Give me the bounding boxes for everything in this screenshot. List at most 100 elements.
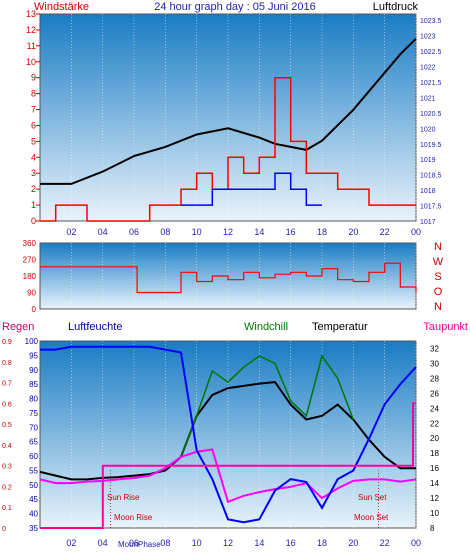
wind-axis-tick-label: 10 [26,57,36,67]
wind-axis-tick-label: 5 [31,136,36,146]
direction-axis-tick-label: 0 [32,305,37,314]
rain-axis-tick-label: 0.4 [2,443,12,450]
temperature-axis-tick-label: 28 [430,374,439,383]
temperature-axis-tick-label: 20 [430,434,439,443]
compass-label: O [434,286,443,298]
rain-axis-tick-label: 0.1 [2,505,12,512]
compass-label: S [434,271,441,283]
temperature-axis-tick-label: 26 [430,389,439,398]
wind-direction-line [40,262,417,294]
panel3-x-tick-label: 16 [286,538,296,548]
chart-marks: 01234567891011121310171017.510181018.510… [2,9,444,548]
panel1-x-tick-label: 22 [380,227,390,237]
humidity-axis-tick-label: 80 [29,395,38,404]
rain-axis-tick-label: 0.6 [2,401,12,408]
humidity-axis-tick-label: 40 [29,510,38,519]
regen-label: Regen [2,321,34,333]
humidity-axis-tick-label: 85 [29,380,38,389]
humidity-axis-tick-label: 100 [25,337,39,346]
wind-axis-tick-label: 0 [31,216,36,226]
direction-axis-tick-label: 270 [23,256,37,265]
panel3-x-tick-label: 12 [223,538,233,548]
rain-axis-tick-label: 0 [2,526,6,533]
pressure-axis-tick-label: 1023 [420,34,436,41]
chart-title: 24 hour graph day : 05 Juni 2016 [154,1,315,13]
panel1-x-tick-label: 18 [317,227,327,237]
humidity-axis-tick-label: 50 [29,481,38,490]
compass-label: N [434,241,442,253]
wind-line [40,76,416,222]
pressure-axis-tick-label: 1023.5 [420,18,442,25]
humidity-axis-tick-label: 35 [29,524,38,533]
panel1-x-tick-label: 02 [66,227,76,237]
pressure-axis-tick-label: 1021 [420,95,436,102]
pressure-line [40,37,417,185]
humidity-axis-tick-label: 75 [29,409,38,418]
wind-axis-tick-label: 8 [31,89,36,99]
rain-line [40,402,416,529]
pressure-axis-tick-label: 1020.5 [420,111,442,118]
moon-rise-label: Moon Rise [114,513,153,522]
gust-line [181,172,322,206]
pressure-axis-tick-label: 1017.5 [420,204,442,211]
compass-label: N [434,301,442,313]
pressure-axis-tick-label: 1022.5 [420,49,442,56]
pressure-axis-tick-label: 1022 [420,65,436,72]
rain-axis-tick-label: 0.5 [2,422,12,429]
pressure-axis-tick-label: 1018 [420,188,436,195]
rain-axis-tick-label: 0.8 [2,360,12,367]
temperature-axis-tick-label: 22 [430,419,439,428]
panel3-x-tick-label: 10 [192,538,202,548]
windchill-line [180,354,355,458]
humidity-axis-tick-label: 55 [29,466,38,475]
temperature-axis-tick-label: 12 [430,494,439,503]
wind-axis-tick-label: 1 [31,200,36,210]
wind-axis-tick-label: 4 [31,152,36,162]
panel3-x-tick-label: 02 [66,538,76,548]
rain-axis-tick-label: 0.9 [2,339,12,346]
direction-axis-tick-label: 180 [23,272,37,281]
pressure-axis-tick-label: 1019.5 [420,142,442,149]
panel1-x-tick-label: 08 [160,227,170,237]
humidity-axis-tick-label: 60 [29,452,38,461]
moon-set-label: Moon Set [354,513,389,522]
rain-axis-tick-label: 0.2 [2,484,12,491]
pressure-axis-tick-label: 1020 [420,126,436,133]
direction-axis-tick-label: 360 [23,239,37,248]
humidity-axis-tick-label: 70 [29,423,38,432]
moon-phase-label: MoonPhase [118,540,161,549]
panel1-x-tick-label: 10 [192,227,202,237]
wind-axis-tick-label: 2 [31,184,36,194]
rain-axis-tick-label: 0.7 [2,381,12,388]
panel3-x-tick-label: 06 [129,538,139,548]
humidity-axis-tick-label: 65 [29,438,38,447]
temperature-axis-tick-label: 30 [430,359,439,368]
humidity-line [40,345,417,524]
temperature-axis-tick-label: 10 [430,509,439,518]
humidity-axis-tick-label: 90 [29,366,38,375]
humidity-axis-tick-label: 45 [29,495,38,504]
windstaerke-title: Windstärke [34,1,89,13]
panel1-x-tick-label: 00 [411,227,421,237]
luftfeuchte-label: Luftfeuchte [68,321,122,333]
temperatur-label: Temperatur [312,321,368,333]
sun-set-label: Sun Set [358,493,387,502]
temperature-axis-tick-label: 14 [430,479,439,488]
wind-axis-tick-label: 12 [26,25,36,35]
wind-axis-tick-label: 3 [31,168,36,178]
rain-axis-tick-label: 0.3 [2,464,12,471]
wind-axis-tick-label: 9 [31,73,36,83]
panel1-x-tick-label: 06 [129,227,139,237]
pressure-axis-tick-label: 1018.5 [420,173,442,180]
panel3-x-tick-label: 04 [98,538,108,548]
pressure-axis-tick-label: 1017 [420,219,436,226]
panel1-x-tick-label: 20 [348,227,358,237]
panel3-x-tick-label: 22 [380,538,390,548]
temperature-axis-tick-label: 24 [430,404,439,413]
panel3-x-tick-label: 14 [254,538,264,548]
pressure-axis-tick-label: 1019 [420,157,436,164]
panel3-x-tick-label: 20 [348,538,358,548]
luftdruck-title: Luftdruck [373,1,419,13]
